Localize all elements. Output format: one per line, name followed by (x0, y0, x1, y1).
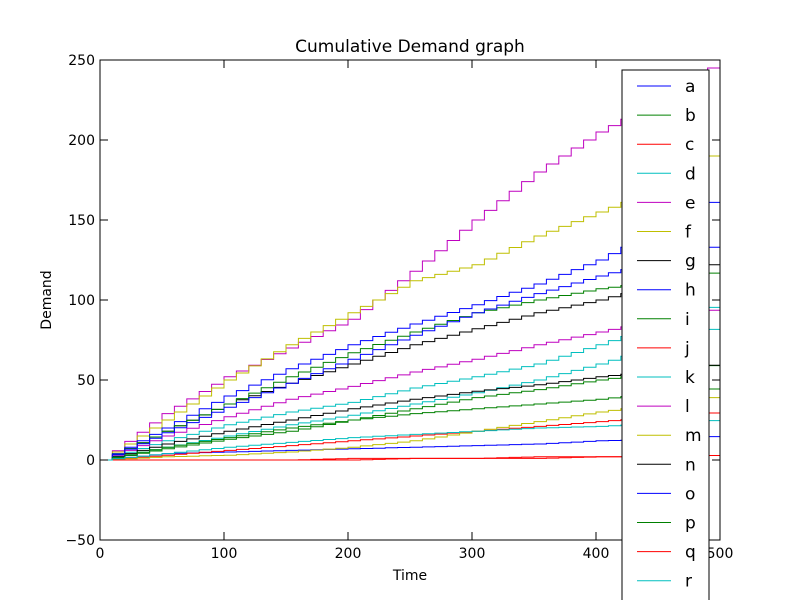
series-line-j (100, 412, 721, 461)
x-tick-label: 200 (335, 546, 362, 562)
series-line-o (100, 244, 721, 461)
legend-label-r: r (685, 572, 692, 592)
y-tick-label: 150 (68, 213, 95, 229)
legend-label-o: o (685, 484, 695, 504)
chart-title: Cumulative Demand graph (295, 37, 525, 57)
legend-label-c: c (685, 135, 694, 155)
legend-label-h: h (685, 281, 696, 301)
x-axis: 0 100 200 300 400 500 (96, 60, 734, 562)
legend-box (621, 69, 710, 600)
x-axis-title: Time (392, 568, 427, 584)
y-tick-label: 200 (68, 133, 95, 149)
legend-label-i: i (685, 310, 690, 330)
legend-label-q: q (685, 543, 696, 563)
series-line-f (100, 148, 721, 461)
series-line-l (100, 308, 721, 461)
y-tick-label: −50 (65, 533, 95, 549)
legend-label-a: a (685, 77, 695, 97)
x-tick-label: 300 (459, 546, 486, 562)
series-line-e (100, 60, 721, 461)
y-tick-label: 100 (68, 293, 95, 309)
legend-label-l: l (685, 397, 690, 417)
plot-lines (100, 60, 721, 461)
legend-label-k: k (685, 368, 695, 388)
x-tick-label: 100 (211, 546, 238, 562)
legend-label-e: e (685, 193, 695, 213)
x-tick-label: 400 (583, 546, 610, 562)
series-line-p (100, 388, 721, 461)
legend-label-m: m (685, 426, 702, 446)
x-tick-label: 500 (707, 546, 734, 562)
y-axis-title: Demand (39, 270, 55, 329)
legend-label-d: d (685, 164, 696, 184)
legend-label-g: g (685, 252, 696, 272)
series-line-n (100, 364, 721, 461)
series-line-d (100, 325, 721, 461)
legend-label-p: p (685, 514, 696, 534)
legend-label-j: j (684, 339, 690, 359)
series-line-b (100, 364, 721, 461)
y-tick-label: 0 (86, 453, 95, 469)
legend-label-n: n (685, 455, 696, 475)
series-line-k (100, 303, 721, 461)
series-line-i (100, 271, 721, 461)
legend-label-b: b (685, 106, 696, 126)
y-axis: −50 0 50 100 150 200 250 (65, 53, 720, 549)
x-tick-label: 0 (96, 546, 105, 562)
series-line-r (100, 420, 721, 461)
legend-label-f: f (685, 223, 692, 243)
series-line-h (100, 196, 721, 461)
series-line-m (100, 396, 721, 461)
y-tick-label: 250 (68, 53, 95, 69)
y-tick-label: 50 (77, 373, 95, 389)
